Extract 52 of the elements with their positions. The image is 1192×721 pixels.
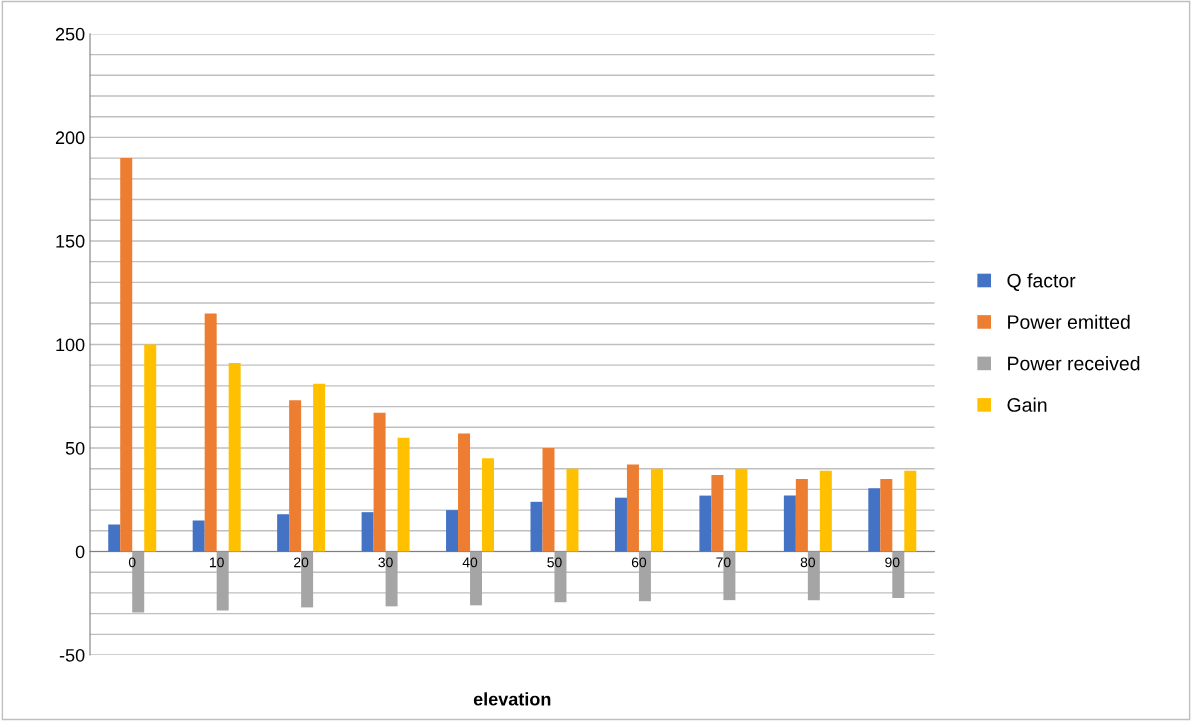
bar [650, 468, 663, 552]
bar [108, 524, 121, 552]
y-tick-label: 100 [56, 338, 85, 352]
y-tick-label: 250 [55, 27, 85, 41]
x-tick-label: 30 [378, 557, 393, 568]
bar [542, 447, 555, 552]
bar [735, 468, 748, 552]
y-tick-label: 0 [75, 545, 85, 559]
bar [446, 510, 459, 552]
x-tick-label: 50 [547, 557, 562, 568]
y-tick-label: 150 [56, 234, 85, 248]
bar [699, 495, 712, 552]
y-tick-label: -50 [59, 648, 85, 662]
bar [228, 363, 241, 552]
x-tick-label: 70 [716, 557, 731, 568]
legend-label: Power emitted [1008, 314, 1130, 329]
bar [819, 470, 832, 552]
bar [783, 495, 796, 552]
bar [566, 468, 579, 552]
bar [530, 501, 543, 552]
x-tick-label: 80 [800, 557, 816, 568]
x-tick-label: 0 [128, 557, 136, 568]
bar [795, 479, 808, 552]
bar [614, 497, 627, 552]
x-tick-label: 10 [210, 557, 224, 568]
bar [711, 474, 724, 552]
bar [482, 458, 495, 552]
bar [144, 344, 157, 552]
x-tick-label: 20 [294, 557, 309, 568]
legend-label: Gain [1007, 397, 1047, 412]
bar [120, 158, 133, 552]
y-tick-label: 200 [55, 131, 85, 145]
x-axis-title: elevation [473, 692, 551, 706]
bar [204, 313, 217, 552]
bar [458, 433, 471, 552]
x-tick-label: 90 [885, 557, 900, 568]
bar [277, 514, 290, 552]
bar [868, 488, 881, 552]
x-tick-label: 60 [631, 557, 647, 568]
bar [904, 470, 917, 552]
legend-label: Power received [1008, 356, 1140, 371]
bar [361, 512, 374, 552]
bar [397, 437, 410, 552]
bar [880, 479, 893, 552]
y-tick-label: 50 [65, 441, 85, 455]
bar [192, 520, 205, 552]
bar [289, 400, 302, 552]
legend-label: Q factor [1007, 273, 1076, 291]
x-tick-label: 40 [462, 557, 478, 568]
bar [626, 464, 639, 552]
bar [313, 383, 326, 552]
bar [373, 412, 386, 552]
